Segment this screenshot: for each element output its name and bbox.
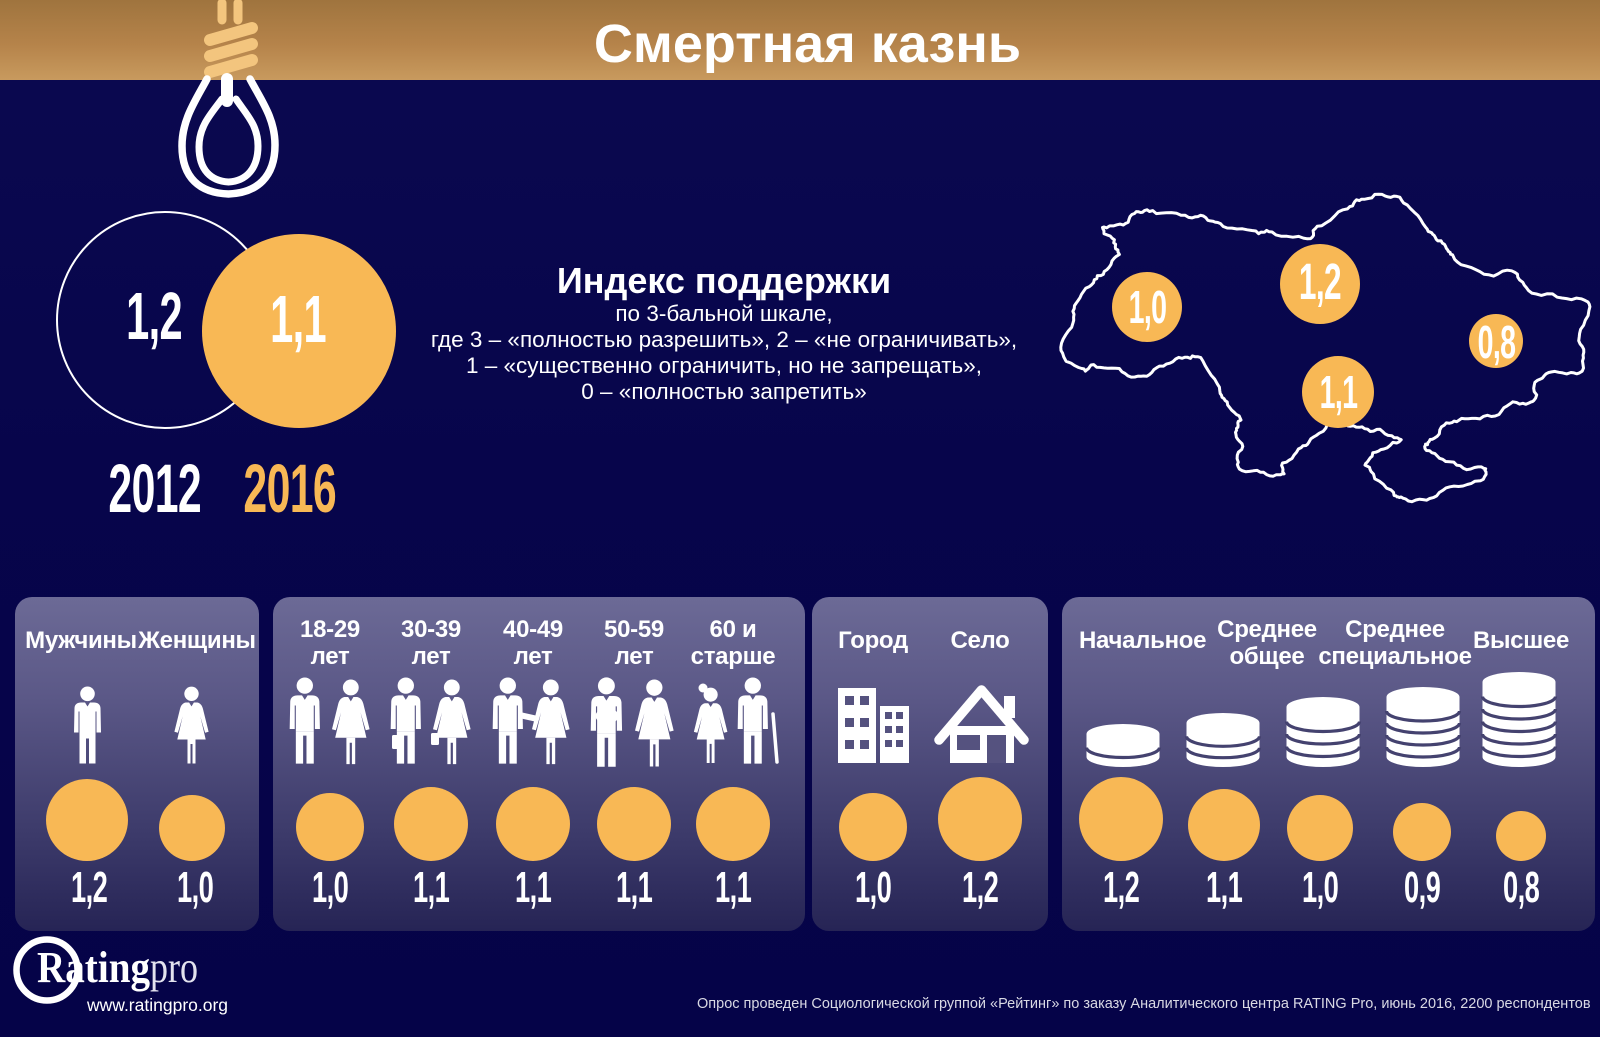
svg-text:pro: pro [150, 943, 198, 992]
svg-text:www.ratingpro.org: www.ratingpro.org [86, 995, 228, 1015]
svg-text:Rating: Rating [37, 943, 150, 992]
